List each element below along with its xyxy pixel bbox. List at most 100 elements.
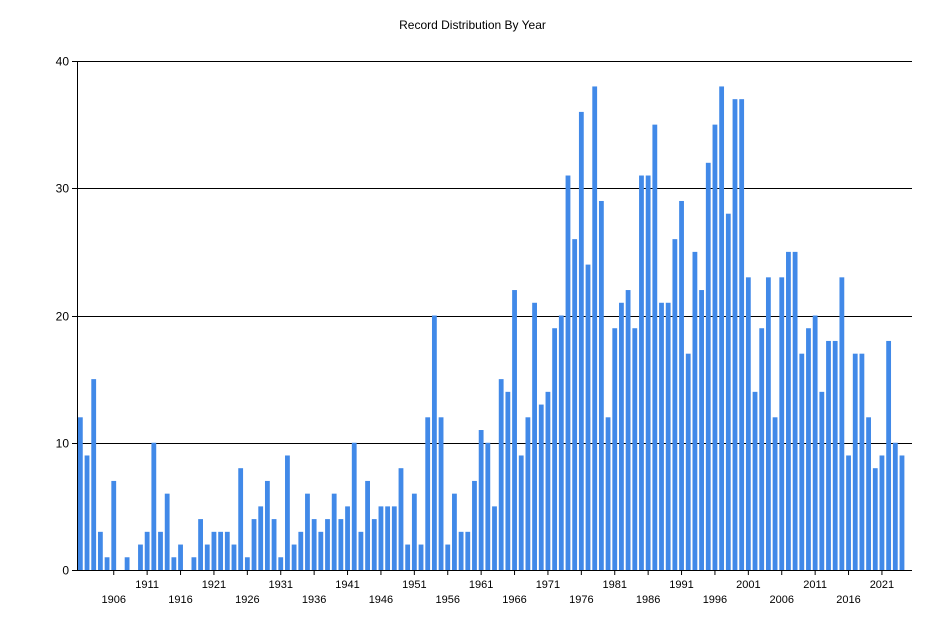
bar-1922 [218,531,224,570]
x-tick-label-1921: 1921 [202,579,226,591]
bar-1959 [465,531,471,570]
bar-1969 [532,302,537,570]
chart-title: Record Distribution By Year [399,18,546,32]
bar-1961 [478,430,484,570]
x-tick-label-1951: 1951 [402,579,426,591]
bar-2001 [745,277,751,570]
bar-2019 [866,417,871,570]
bar-1950 [405,544,411,570]
bar-1958 [458,531,464,570]
bar-2008 [792,251,798,571]
bar-1977 [585,264,591,570]
bar-1998 [725,213,731,570]
x-tick-label-1936: 1936 [302,594,326,606]
y-tick-label-30: 30 [56,182,70,196]
bar-1930 [271,519,277,570]
bar-1989 [665,302,671,570]
bar-1929 [264,480,270,570]
bar-2014 [832,340,838,570]
bar-1918 [191,557,197,570]
bar-1941 [345,506,350,571]
bar-1919 [198,519,203,570]
bar-1935 [305,493,310,570]
bar-2010 [806,328,811,570]
bar-1987 [652,124,658,571]
bar-1952 [418,544,424,570]
bar-1945 [371,519,377,570]
x-tick-label-2021: 2021 [870,579,894,591]
bar-1978 [592,86,598,570]
bar-1931 [278,557,284,570]
bar-2016 [846,455,851,570]
bar-1951 [411,493,417,570]
bar-1997 [719,86,725,570]
bar-1979 [598,200,604,571]
bar-1992 [685,353,691,570]
bar-1960 [472,480,477,570]
bar-1938 [325,519,330,570]
bar-1956 [445,544,451,570]
x-tick-label-1971: 1971 [536,579,560,591]
bar-1910 [138,544,143,570]
bar-2000 [739,99,745,571]
x-tick-label-1956: 1956 [435,594,459,606]
y-tick-label-0: 0 [62,564,69,578]
bar-1913 [158,531,163,570]
bar-1999 [732,99,738,571]
y-tick-labels: 0 10 20 30 40 [56,55,70,578]
bar-1916 [178,544,183,570]
bar-1970 [538,404,544,570]
x-tick-label-2001: 2001 [736,579,760,591]
bar-1934 [298,531,304,570]
y-tick-label-10: 10 [56,437,70,451]
bar-1971 [545,391,551,570]
bar-1953 [425,417,431,570]
bar-1944 [365,480,370,570]
bar-1994 [699,290,704,570]
bar-1973 [558,315,564,570]
x-tick-label-1911: 1911 [135,579,159,591]
bar-1947 [385,506,391,571]
bar-1925 [238,468,244,570]
bar-1993 [692,251,698,571]
x-tick-label-1976: 1976 [569,594,593,606]
bar-1932 [285,455,290,570]
bar-1996 [712,124,718,571]
x-tick-label-1941: 1941 [335,579,359,591]
bar-1902 [84,455,90,570]
bar-1939 [331,493,337,570]
bar-2004 [765,277,771,570]
bar-1923 [224,531,230,570]
x-tick-label-1991: 1991 [669,579,693,591]
bar-1940 [338,519,344,570]
bar-1972 [552,328,558,570]
bar-1982 [619,302,624,570]
bar-1988 [659,302,664,570]
bar-2015 [839,277,845,570]
bar-1975 [572,239,578,570]
bar-2006 [779,277,785,570]
bar-2011 [812,315,818,570]
bar-2013 [826,340,831,570]
bars-layer [77,86,905,571]
bar-2003 [759,328,765,570]
bar-1936 [311,519,317,570]
bar-1957 [452,493,457,570]
bar-2022 [886,340,892,570]
x-tick-label-1916: 1916 [168,594,192,606]
axis-layer [72,61,912,575]
bar-1962 [485,442,491,570]
bar-1942 [351,442,357,570]
bar-1943 [358,531,364,570]
bar-1963 [492,506,497,571]
bar-2009 [799,353,805,570]
x-tick-label-1961: 1961 [469,579,493,591]
bar-1949 [398,468,404,570]
bar-1976 [578,111,584,571]
bar-1964 [498,379,504,571]
bar-1912 [151,442,157,570]
bar-1968 [525,417,531,570]
x-tick-label-1931: 1931 [268,579,292,591]
bar-1980 [605,417,611,570]
y-tick-label-20: 20 [56,310,70,324]
